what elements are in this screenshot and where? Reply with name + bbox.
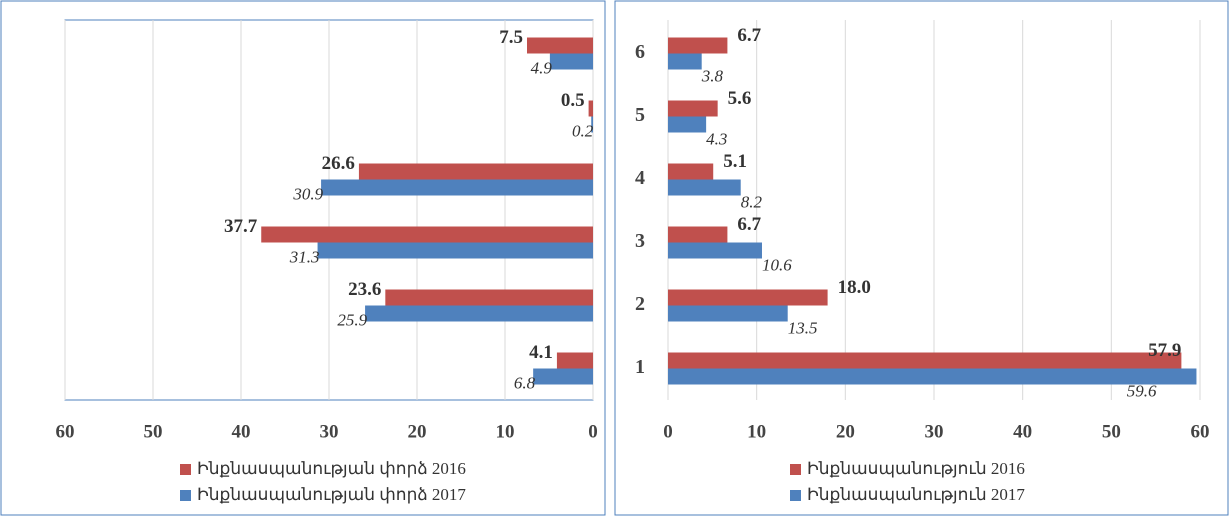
y-tick-label: 6 <box>635 41 645 63</box>
data-label: 5.1 <box>723 151 747 172</box>
bar <box>591 116 593 133</box>
y-tick-label: 5 <box>635 104 645 126</box>
legend-swatch <box>180 490 191 501</box>
bar <box>668 305 788 322</box>
legend-label: Ինքնասպանության փորձ 2016 <box>197 459 466 478</box>
bar <box>668 179 741 196</box>
bar <box>317 242 593 259</box>
y-tick-label: 2 <box>635 293 645 315</box>
data-label: 25.9 <box>337 310 367 329</box>
data-label: 7.5 <box>499 27 523 48</box>
data-label: 5.6 <box>728 88 752 109</box>
legend-label: Ինքնասպանություն 2017 <box>807 485 1025 504</box>
x-tick-label: 40 <box>232 421 251 442</box>
bar <box>321 179 593 196</box>
bar <box>668 53 702 70</box>
bar <box>668 163 714 180</box>
data-label: 10.6 <box>762 255 792 274</box>
x-tick-label: 30 <box>320 421 339 442</box>
data-label: 6.7 <box>737 25 761 46</box>
bar <box>385 289 593 306</box>
data-label: 13.5 <box>788 318 818 337</box>
data-label: 0.2 <box>572 121 594 140</box>
x-tick-label: 50 <box>1102 421 1121 442</box>
x-tick-label: 40 <box>1013 421 1032 442</box>
bar <box>668 289 828 306</box>
data-label: 59.6 <box>1127 381 1157 400</box>
x-tick-label: 0 <box>588 421 598 442</box>
x-tick-label: 60 <box>1191 421 1210 442</box>
data-label: 18.0 <box>838 277 871 298</box>
x-tick-label: 30 <box>925 421 944 442</box>
data-label: 4.1 <box>529 342 553 363</box>
bar <box>358 163 593 180</box>
legend-swatch <box>180 464 191 475</box>
x-tick-label: 50 <box>144 421 163 442</box>
data-label: 4.9 <box>531 58 553 77</box>
x-tick-label: 0 <box>663 421 673 442</box>
bar <box>556 352 593 369</box>
bar <box>365 305 593 322</box>
data-label: 4.3 <box>706 129 727 148</box>
data-label: 0.5 <box>561 90 585 111</box>
legend-label: Ինքնասպանության փորձ 2017 <box>197 485 466 504</box>
y-tick-label: 4 <box>635 167 645 189</box>
bar <box>549 53 593 70</box>
data-label: 23.6 <box>348 279 381 300</box>
data-label: 37.7 <box>224 216 258 237</box>
data-label: 26.6 <box>322 153 355 174</box>
bar <box>533 368 593 385</box>
y-tick-label: 3 <box>635 230 645 252</box>
legend-swatch <box>790 490 801 501</box>
left-panel-border <box>0 0 606 516</box>
bar <box>668 37 728 54</box>
bar <box>261 226 593 243</box>
bar <box>588 100 593 117</box>
data-label: 30.9 <box>292 184 323 203</box>
legend-swatch <box>790 464 801 475</box>
x-tick-label: 20 <box>836 421 855 442</box>
data-label: 31.3 <box>289 247 320 266</box>
data-label: 6.7 <box>737 214 761 235</box>
legend-label: Ինքնասպանություն 2016 <box>807 459 1025 478</box>
data-label: 57.9 <box>1148 340 1181 361</box>
right-panel-border <box>614 0 1229 516</box>
data-label: 3.8 <box>701 66 724 85</box>
bar <box>527 37 593 54</box>
bar <box>668 242 762 259</box>
x-tick-label: 20 <box>408 421 427 442</box>
x-tick-label: 60 <box>56 421 75 442</box>
bar <box>668 116 707 133</box>
data-label: 6.8 <box>514 373 536 392</box>
y-tick-label: 1 <box>635 356 645 378</box>
bar <box>668 226 728 243</box>
bar <box>668 100 718 117</box>
bar <box>668 368 1197 385</box>
data-label: 8.2 <box>741 192 763 211</box>
bar <box>668 352 1182 369</box>
x-tick-label: 10 <box>747 421 766 442</box>
x-tick-label: 10 <box>496 421 515 442</box>
